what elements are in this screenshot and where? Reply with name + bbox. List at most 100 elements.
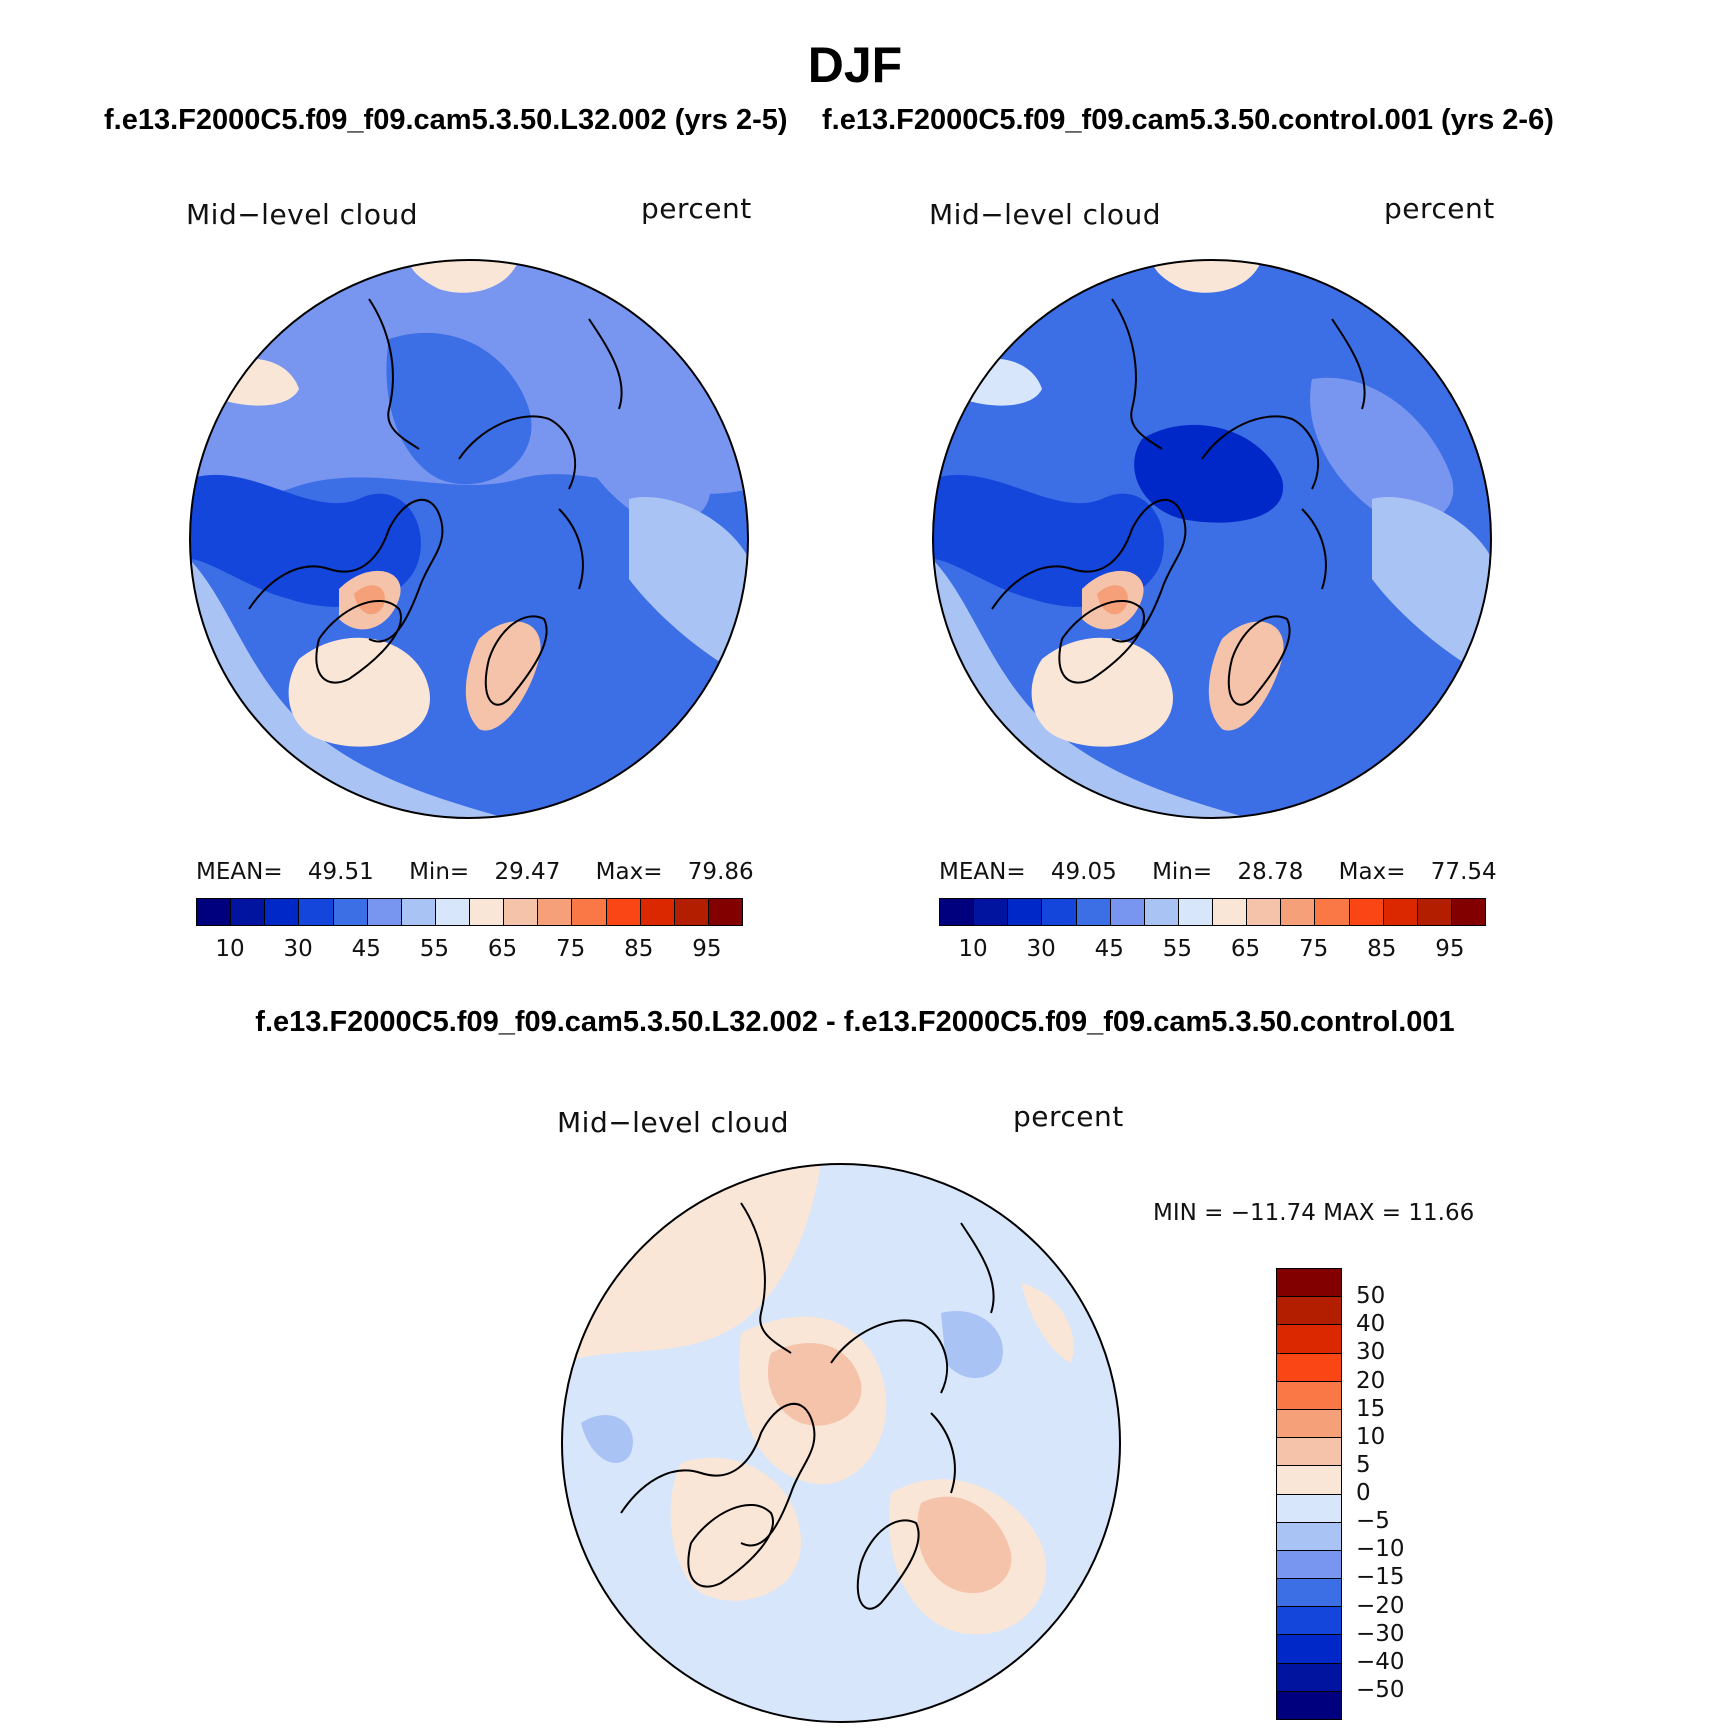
field-contour — [917, 1496, 1012, 1594]
coastline — [687, 1503, 774, 1588]
colorbar-cell — [1213, 899, 1248, 925]
colorbar-cell — [974, 899, 1009, 925]
colorbar-tick-label: 75 — [556, 936, 586, 962]
colorbar-cell — [197, 899, 232, 925]
colorbar-cell — [538, 899, 573, 925]
field-contour — [629, 497, 748, 679]
field-contour — [1134, 424, 1284, 523]
coastline — [248, 498, 444, 643]
coastline — [856, 1519, 920, 1610]
coastline — [1111, 298, 1163, 450]
figure-title: DJF — [807, 37, 903, 93]
coastline — [1331, 318, 1366, 410]
panel1-max-value: 79.86 — [687, 859, 754, 885]
colorbar-cell — [1277, 1663, 1341, 1692]
colorbar-tick-label: −10 — [1356, 1536, 1405, 1563]
colorbar-cell — [1008, 899, 1043, 925]
coastline — [1301, 508, 1327, 590]
colorbar-cell — [333, 899, 368, 925]
panel2-variable-label: Mid−level cloud — [929, 198, 1161, 231]
field-contour — [465, 621, 541, 731]
colorbar-tick-label: −15 — [1356, 1564, 1405, 1591]
map-field — [933, 260, 1491, 818]
panel2-mean-label: MEAN= — [939, 859, 1026, 885]
panel1-min-label: Min= — [409, 859, 470, 885]
coastline — [620, 1402, 816, 1547]
colorbar-tick-label: 65 — [1230, 936, 1261, 962]
colorbar-tick-label: −40 — [1356, 1648, 1405, 1675]
map-boundary — [932, 259, 1492, 819]
colorbar-tick-label: 10 — [958, 936, 988, 962]
colorbar-tick-label: 10 — [1356, 1423, 1386, 1450]
field-contour — [1021, 1283, 1074, 1363]
colorbar-cell — [640, 899, 675, 925]
map-field — [190, 260, 748, 818]
panel2-colorbar — [939, 898, 1486, 926]
colorbar-tick-label: 10 — [215, 936, 245, 962]
panel2-stats: MEAN= 49.05 Min= 28.78 Max= 77.54 — [939, 859, 1497, 885]
field-contour — [567, 377, 711, 524]
coastline — [1201, 415, 1320, 490]
colorbar-tick-label: 95 — [1435, 936, 1465, 962]
panel3-difference-polar-map — [561, 1163, 1121, 1723]
field-contour — [941, 1311, 1003, 1378]
field-contour — [581, 1414, 633, 1463]
map-field — [562, 1164, 1120, 1722]
panel3-units-label: percent — [1013, 1100, 1124, 1133]
field-contour — [288, 637, 430, 747]
colorbar-cell — [299, 899, 334, 925]
colorbar-cell — [1383, 899, 1418, 925]
colorbar-cell — [1277, 1269, 1341, 1298]
coastline — [1227, 615, 1291, 706]
field-contour — [1031, 637, 1173, 747]
colorbar-tick-label: −50 — [1356, 1676, 1405, 1703]
colorbar-tick-label: 30 — [1026, 936, 1056, 962]
colorbar-tick-label: −20 — [1356, 1592, 1405, 1619]
difference-title: f.e13.F2000C5.f09_f09.cam5.3.50.L32.002 … — [255, 1006, 1455, 1038]
colorbar-tick-label: 30 — [1356, 1339, 1386, 1366]
colorbar-tick-label: 5 — [1356, 1451, 1371, 1478]
colorbar-cell — [572, 899, 607, 925]
field-contour — [354, 585, 385, 615]
colorbar-cell — [1178, 899, 1213, 925]
colorbar-tick-label: 75 — [1299, 936, 1329, 962]
colorbar-cell — [435, 899, 470, 925]
colorbar-cell — [1277, 1297, 1341, 1326]
colorbar-cell — [1277, 1325, 1341, 1354]
panel1-variable-label: Mid−level cloud — [186, 198, 418, 231]
colorbar-cell — [265, 899, 300, 925]
colorbar-cell — [1277, 1635, 1341, 1664]
coastline — [991, 498, 1187, 643]
coastline — [315, 599, 402, 684]
panel2-min-label: Min= — [1152, 859, 1213, 885]
colorbar-cell — [1417, 899, 1452, 925]
colorbar-cell — [1247, 899, 1282, 925]
colorbar-tick-label: 55 — [1162, 936, 1193, 962]
coastline — [588, 318, 623, 410]
colorbar-cell — [1277, 1522, 1341, 1551]
coastline — [740, 1202, 792, 1354]
colorbar-cell — [1277, 1607, 1341, 1636]
panel1-colorbar-ticks: 10 30 45 55 65 75 85 95 — [196, 936, 741, 966]
colorbar-cell — [940, 899, 975, 925]
colorbar-cell — [674, 899, 709, 925]
colorbar-tick-label: 40 — [1356, 1311, 1386, 1338]
field-contour — [1152, 260, 1262, 293]
field-contour — [386, 332, 532, 485]
field-contour — [1372, 497, 1491, 679]
colorbar-cell — [231, 899, 266, 925]
colorbar-cell — [1277, 1438, 1341, 1467]
panel2-colorbar-ticks: 10 30 45 55 65 75 85 95 — [939, 936, 1484, 966]
coastline — [1058, 599, 1145, 684]
panel2-max-label: Max= — [1338, 859, 1406, 885]
colorbar-cell — [401, 899, 436, 925]
coastline — [484, 615, 548, 706]
panel3-colorbar-ticks: 50 40 30 20 15 10 5 0 −5 −10 −15 −20 −30 −40 −50 — [1356, 1268, 1436, 1718]
colorbar-cell — [1277, 1353, 1341, 1382]
colorbar-cell — [606, 899, 641, 925]
panel1-units-label: percent — [641, 192, 752, 225]
colorbar-cell — [1110, 899, 1145, 925]
panel2-min-value: 28.78 — [1237, 859, 1304, 885]
colorbar-cell — [470, 899, 505, 925]
colorbar-cell — [708, 899, 742, 925]
